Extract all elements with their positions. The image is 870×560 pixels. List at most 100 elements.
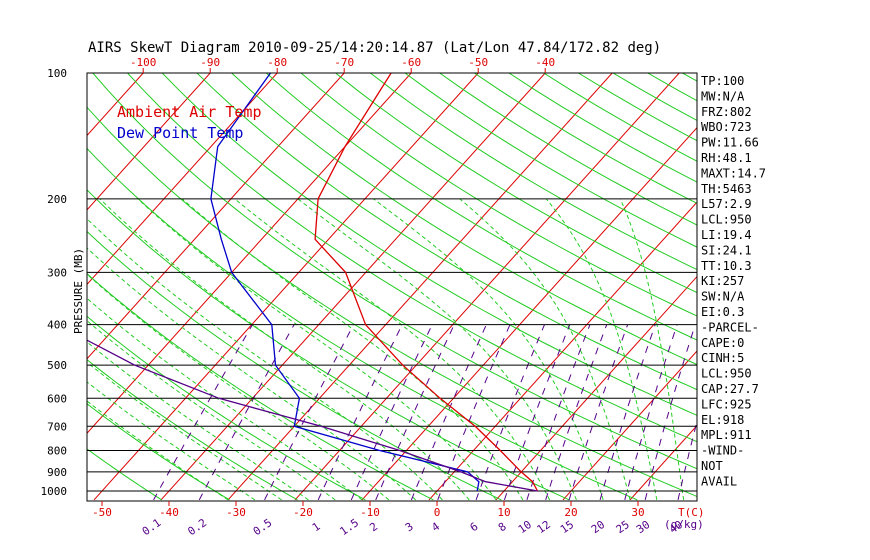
mixing-ratio-line [624, 324, 678, 501]
index-item: PW:11.66 [701, 136, 759, 150]
dry-adiabat-line [127, 73, 697, 443]
mixing-ratio-line [677, 419, 697, 501]
mixing-ratio-label: 1 [310, 520, 323, 534]
isotherm-line [0, 73, 9, 500]
mixing-ratio-label: 0.2 [185, 516, 209, 538]
dry-adiabat-line [856, 73, 870, 500]
dry-adiabat-line [439, 73, 697, 226]
bottom-temp-label: -50 [92, 506, 112, 519]
top-temp-label: -50 [468, 56, 488, 69]
dry-adiabat-line [786, 73, 870, 500]
profile-line [87, 339, 538, 492]
sounding-profiles [87, 73, 539, 492]
mixing-ratio-label: 0.1 [140, 516, 164, 538]
index-item: KI:257 [701, 274, 744, 288]
index-item: TT:10.3 [701, 259, 752, 273]
dry-adiabat-line [335, 73, 697, 294]
top-temp-label: -60 [401, 56, 421, 69]
index-item: NOT [701, 459, 723, 473]
bottom-temp-label: -40 [159, 506, 179, 519]
index-item: MAXT:14.7 [701, 166, 766, 180]
moist-adiabat-line [87, 341, 309, 501]
top-temp-label: -70 [334, 56, 354, 69]
bottom-temp-label: -30 [226, 506, 246, 519]
profile-line [210, 73, 480, 492]
index-item: MPL:911 [701, 428, 752, 442]
dry-adiabat-line [821, 73, 870, 500]
legend-dew-point-temp: Dew Point Temp [117, 124, 243, 142]
moist-adiabat-line [99, 198, 470, 501]
isotherm-line [160, 73, 546, 501]
mixing-ratio-label: 8 [496, 520, 509, 534]
mixing-ratio-line [410, 324, 487, 501]
dry-adiabat-line [92, 73, 697, 470]
bottom-temp-label: 30 [631, 506, 644, 519]
mixing-ratio-label: 6 [468, 520, 481, 534]
mixing-ratio-label: 15 [558, 518, 576, 536]
moist-adiabat-line [234, 198, 551, 501]
mixing-ratio-label: 10 [516, 518, 534, 536]
index-item: -PARCEL- [701, 320, 759, 334]
dry-adiabat-line [404, 73, 697, 248]
moist-adiabat-line [181, 198, 524, 501]
mixing-ratio-line [437, 324, 511, 501]
plot-background [0, 73, 870, 501]
index-item: LI:19.4 [701, 228, 752, 242]
mixing-ratio-line [317, 324, 403, 501]
index-item: CAP:27.7 [701, 382, 759, 396]
index-item: LFC:925 [701, 397, 752, 411]
mixing-ratio-line [545, 324, 608, 501]
dry-adiabat-line [87, 403, 230, 501]
mixing-ratio-label: 12 [535, 518, 553, 536]
pressure-tick-label: 300 [47, 266, 67, 279]
moist-adiabat-line [137, 198, 497, 501]
dry-adiabat-line [752, 73, 870, 500]
index-item: LCL:950 [701, 213, 752, 227]
pressure-tick-label: 200 [47, 193, 67, 206]
mixing-ratio-label: 25 [614, 518, 632, 536]
mixing-ratio-label: 40 [667, 518, 685, 536]
pressure-tick-label: 900 [47, 466, 67, 479]
dry-adiabat-line [300, 73, 697, 317]
isotherm-line [294, 73, 680, 501]
index-item: SW:N/A [701, 290, 745, 304]
bottom-temp-label: 20 [564, 506, 577, 519]
moist-adiabat-line [459, 198, 631, 501]
dry-adiabat-line [87, 147, 638, 501]
mixing-ratio-unit: (g/kg) [664, 518, 704, 531]
index-item: LCL:950 [701, 367, 752, 381]
bottom-temp-label: 0 [434, 506, 441, 519]
moist-adiabat-line [87, 381, 256, 501]
index-item: AVAIL [701, 474, 737, 488]
index-item: SI:24.1 [701, 243, 752, 257]
moist-adiabat-line [87, 218, 443, 501]
moist-adiabat-line [619, 198, 685, 500]
moist-adiabat-line [87, 320, 336, 501]
mixing-ratio-label: 3 [403, 520, 416, 534]
pressure-tick-label: 600 [47, 392, 67, 405]
index-item: TH:5463 [701, 182, 752, 196]
pressure-tick-label: 400 [47, 319, 67, 332]
chart-title: AIRS SkewT Diagram 2010-09-25/14:20:14.8… [88, 40, 661, 56]
dry-adiabat-line [87, 230, 502, 501]
pressure-tick-label: 1000 [41, 485, 68, 498]
bottom-temp-label: 10 [497, 506, 510, 519]
mixing-ratio-line [375, 324, 455, 501]
mixing-ratio-line [599, 324, 656, 501]
plot-frame [86, 72, 698, 502]
isotherm-line [629, 424, 697, 501]
moist-adiabat-line [87, 247, 416, 501]
mixing-ratio-label: 0.5 [251, 516, 275, 538]
mixing-ratio-line [153, 324, 253, 501]
isotherm-line [562, 350, 697, 501]
dry-adiabat-line [474, 73, 697, 204]
pressure-tick-label: 700 [47, 420, 67, 433]
index-item: EL:918 [701, 413, 744, 427]
moist-adiabat-line [87, 297, 363, 501]
top-temp-label: -100 [130, 56, 157, 69]
mixing-ratio-line [503, 324, 571, 501]
index-item: FRZ:802 [701, 105, 752, 119]
index-item: -WIND- [701, 444, 744, 458]
moist-adiabat-line [87, 273, 390, 501]
